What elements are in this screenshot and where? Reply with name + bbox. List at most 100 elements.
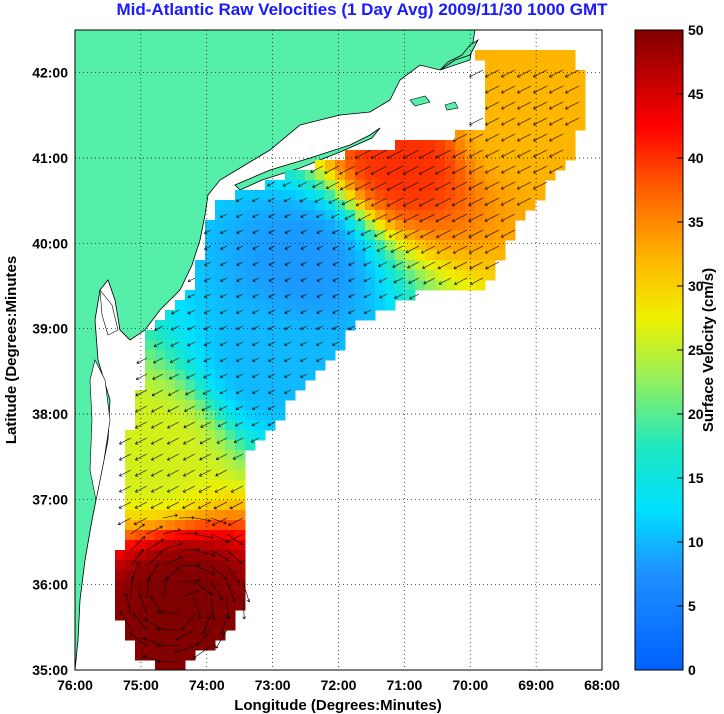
- velocity-cell: [415, 230, 426, 241]
- velocity-cell: [485, 240, 496, 251]
- velocity-arrow: [226, 581, 236, 602]
- velocity-cell: [515, 160, 526, 171]
- velocity-cell: [195, 410, 206, 421]
- velocity-cell: [465, 260, 476, 271]
- velocity-cell: [195, 430, 206, 441]
- velocity-cell: [245, 240, 256, 251]
- velocity-cell: [405, 230, 416, 241]
- velocity-cell: [255, 200, 266, 211]
- velocity-cell: [485, 150, 496, 161]
- velocity-cell: [155, 500, 166, 511]
- velocity-arrow: [119, 469, 132, 477]
- velocity-cell: [535, 130, 546, 141]
- velocity-cell: [435, 190, 446, 201]
- velocity-cell: [565, 90, 576, 101]
- velocity-cell: [155, 440, 166, 451]
- velocity-cell: [125, 600, 136, 611]
- velocity-cell: [195, 440, 206, 451]
- velocity-cell: [145, 450, 156, 461]
- velocity-cell: [185, 540, 196, 551]
- velocity-arrow: [162, 567, 180, 583]
- velocity-cell: [325, 160, 336, 171]
- velocity-cell: [275, 270, 286, 281]
- velocity-cell: [255, 190, 266, 201]
- velocity-arrow: [435, 165, 452, 175]
- velocity-cell: [485, 220, 496, 231]
- y-tick-label: 42:00: [32, 65, 68, 81]
- velocity-cell: [155, 470, 166, 481]
- velocity-cell: [415, 140, 426, 151]
- velocity-cell: [275, 310, 286, 321]
- velocity-cell: [315, 260, 326, 271]
- velocity-arrow: [328, 197, 340, 204]
- velocity-cell: [245, 380, 256, 391]
- velocity-cell: [245, 320, 256, 331]
- velocity-cell: [405, 280, 416, 291]
- velocity-cell: [355, 250, 366, 261]
- velocity-cell: [305, 370, 316, 381]
- velocity-arrow: [435, 181, 452, 191]
- velocity-cell: [155, 340, 166, 351]
- velocity-cell: [245, 410, 256, 421]
- velocity-cell: [535, 50, 546, 61]
- velocity-cell: [315, 350, 326, 361]
- velocity-arrow: [194, 517, 211, 523]
- velocity-cell: [305, 280, 316, 291]
- velocity-cell: [135, 510, 146, 521]
- velocity-cell: [375, 300, 386, 311]
- velocity-arrow: [210, 517, 227, 525]
- velocity-cell: [125, 450, 136, 461]
- velocity-cell: [385, 200, 396, 211]
- velocity-cell: [365, 200, 376, 211]
- velocity-cell: [195, 400, 206, 411]
- velocity-arrow: [215, 629, 228, 649]
- velocity-cell: [345, 240, 356, 251]
- velocity-arrow: [236, 229, 244, 234]
- velocity-cell: [355, 200, 366, 211]
- velocity-cell: [485, 100, 496, 111]
- velocity-arrow: [378, 261, 388, 267]
- velocity-cell: [225, 600, 236, 611]
- velocity-arrow: [194, 597, 202, 620]
- velocity-arrow: [252, 261, 260, 266]
- velocity-cell: [225, 470, 236, 481]
- velocity-cell: [175, 470, 186, 481]
- velocity-cell: [235, 230, 246, 241]
- velocity-cell: [255, 270, 266, 281]
- velocity-cell: [335, 310, 346, 321]
- colorbar-tick-label: 40: [688, 150, 704, 166]
- velocity-cell: [205, 350, 216, 361]
- velocity-arrow: [390, 245, 404, 253]
- velocity-cell: [235, 550, 246, 561]
- velocity-cell: [175, 390, 186, 401]
- velocity-cell: [275, 220, 286, 231]
- velocity-cell: [165, 630, 176, 641]
- velocity-cell: [485, 90, 496, 101]
- velocity-cell: [295, 200, 306, 211]
- velocity-arrow: [178, 578, 201, 583]
- velocity-cell: [425, 140, 436, 151]
- velocity-cell: [345, 270, 356, 281]
- velocity-cell: [215, 530, 226, 541]
- velocity-arrow: [252, 389, 260, 394]
- velocity-cell: [265, 420, 276, 431]
- velocity-cell: [195, 540, 206, 551]
- velocity-cell: [375, 250, 386, 261]
- velocity-arrow: [316, 293, 324, 298]
- velocity-cell: [245, 260, 256, 271]
- velocity-arrow: [219, 213, 228, 218]
- velocity-arrow: [268, 293, 276, 298]
- velocity-cell: [485, 120, 496, 131]
- velocity-cell: [545, 100, 556, 111]
- velocity-cell: [175, 620, 186, 631]
- velocity-cell: [495, 170, 506, 181]
- velocity-arrow: [194, 549, 216, 557]
- velocity-cell: [275, 360, 286, 371]
- velocity-cell: [185, 440, 196, 451]
- velocity-arrow: [533, 133, 548, 142]
- velocity-cell: [205, 450, 216, 461]
- velocity-arrow: [363, 261, 372, 267]
- velocity-cell: [255, 420, 266, 431]
- velocity-cell: [165, 580, 176, 591]
- velocity-cell: [245, 200, 256, 211]
